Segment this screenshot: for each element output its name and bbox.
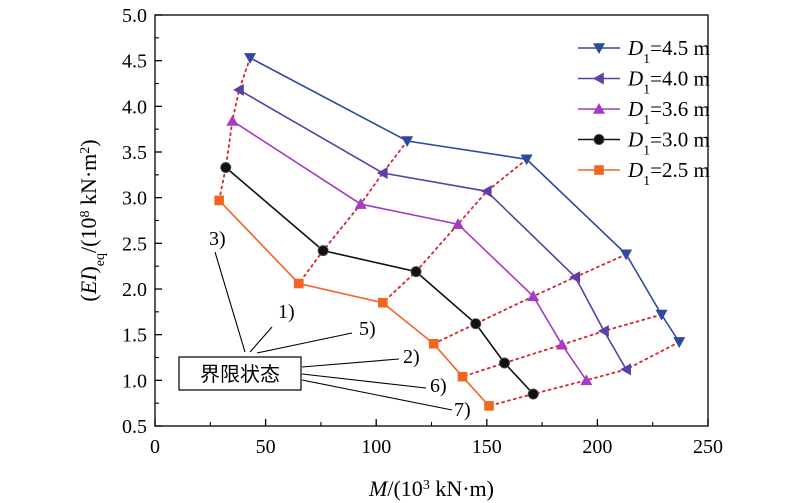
limit-state-curve-2 (297, 140, 409, 285)
series-line (238, 89, 627, 370)
y-tick-label: 0.5 (122, 416, 147, 438)
data-point (220, 162, 232, 174)
y-tick-label: 3.5 (122, 142, 147, 164)
data-point (520, 154, 533, 166)
data-point (233, 83, 244, 96)
data-point (410, 266, 422, 278)
y-tick-label: 4.0 (122, 96, 147, 118)
limit-state-number-label: 3) (209, 228, 226, 250)
plot-area (214, 53, 686, 411)
limit-state-number-label: 6) (430, 375, 447, 397)
limit-state-box (178, 356, 302, 391)
legend-label: D1=4.0 m (627, 67, 710, 98)
data-point (569, 271, 581, 284)
x-tick-label: 50 (256, 436, 276, 458)
data-point (244, 53, 257, 64)
legend-label: D1=3.6 m (627, 97, 710, 128)
annotations: 界限状态 3) 1) 5) 2) 6) 7) (178, 228, 471, 421)
leader-line (249, 326, 273, 353)
data-point (214, 195, 224, 206)
leader-line (301, 373, 427, 389)
limit-state-number-label: 7) (454, 399, 471, 421)
limit-state-number-label: 5) (359, 318, 376, 340)
leader-line (301, 358, 400, 368)
data-point (378, 297, 388, 308)
limit-state-number-label: 2) (403, 346, 420, 368)
x-tick-label: 150 (472, 436, 502, 458)
series-line (231, 120, 587, 381)
legend-label: D1=2.5 m (627, 158, 710, 189)
legend-label: D1=3.0 m (627, 128, 710, 159)
y-axis-title: (EI)eq/(108 kN·m2) (76, 139, 108, 301)
series-3 (226, 114, 593, 386)
data-point (457, 371, 468, 382)
y-tick-label: 5.0 (122, 5, 147, 27)
y-tick-label: 1.0 (122, 370, 147, 392)
data-point (673, 337, 686, 348)
data-point (401, 136, 414, 148)
data-point (620, 249, 633, 261)
y-tick-label: 2.0 (122, 279, 147, 301)
series-line (249, 57, 680, 343)
x-tick-label: 0 (150, 436, 160, 458)
data-point (376, 167, 388, 180)
limit-state-curve-3 (381, 158, 528, 304)
axes: 0 50 100 150 200 250 0.5 1.0 1.5 2.0 2.5 3.0 3.5 4.0 4… (76, 5, 723, 501)
limit-state-label: 界限状态 (200, 362, 280, 386)
series-1 (244, 53, 686, 348)
data-point (527, 290, 540, 302)
data-point (527, 388, 539, 400)
legend-swatch-marker (594, 165, 604, 175)
data-point (498, 357, 510, 369)
legend: D1=4.5 mD1=4.0 mD1=3.6 mD1=3.0 mD1=2.5 m (578, 36, 710, 189)
series-line (225, 166, 534, 395)
leader-line (301, 379, 453, 411)
x-tick-label: 250 (693, 436, 723, 458)
series-4 (220, 162, 539, 400)
data-point (556, 338, 569, 350)
data-point (580, 374, 593, 386)
data-point (655, 309, 668, 321)
data-point (452, 218, 465, 229)
legend-item: D1=2.5 m (578, 158, 710, 189)
legend-item: D1=3.6 m (578, 97, 710, 128)
series-5 (214, 195, 494, 411)
data-point (470, 318, 482, 330)
y-tick-label: 4.5 (122, 51, 147, 73)
data-point (428, 339, 439, 349)
data-point (598, 325, 609, 338)
leader-line (214, 251, 246, 353)
legend-label: D1=4.5 m (627, 36, 710, 67)
data-point (354, 198, 367, 209)
series-2 (233, 83, 631, 376)
y-tick-label: 1.5 (122, 325, 147, 347)
limit-state-curve-6 (488, 341, 681, 407)
data-point (226, 114, 239, 126)
legend-swatch-marker (593, 103, 605, 114)
legend-swatch-marker (593, 72, 604, 85)
data-point (484, 401, 494, 411)
data-point (293, 278, 304, 289)
x-tick-label: 100 (361, 436, 391, 458)
legend-item: D1=4.5 m (578, 36, 710, 67)
x-tick-label: 200 (582, 436, 612, 458)
legend-swatch-marker (593, 43, 605, 54)
legend-item: D1=4.0 m (578, 67, 710, 98)
y-tick-label: 2.5 (122, 233, 147, 255)
x-axis-title: M/(103 kN·m) (368, 476, 494, 501)
data-point (317, 245, 329, 257)
data-point (620, 363, 631, 376)
data-point (480, 185, 492, 198)
legend-item: D1=3.0 m (578, 128, 710, 159)
legend-swatch-marker (593, 133, 605, 145)
limit-state-number-label: 1) (278, 301, 295, 323)
series-line (218, 199, 490, 407)
y-tick-label: 3.0 (122, 188, 147, 210)
leader-line (256, 332, 353, 354)
